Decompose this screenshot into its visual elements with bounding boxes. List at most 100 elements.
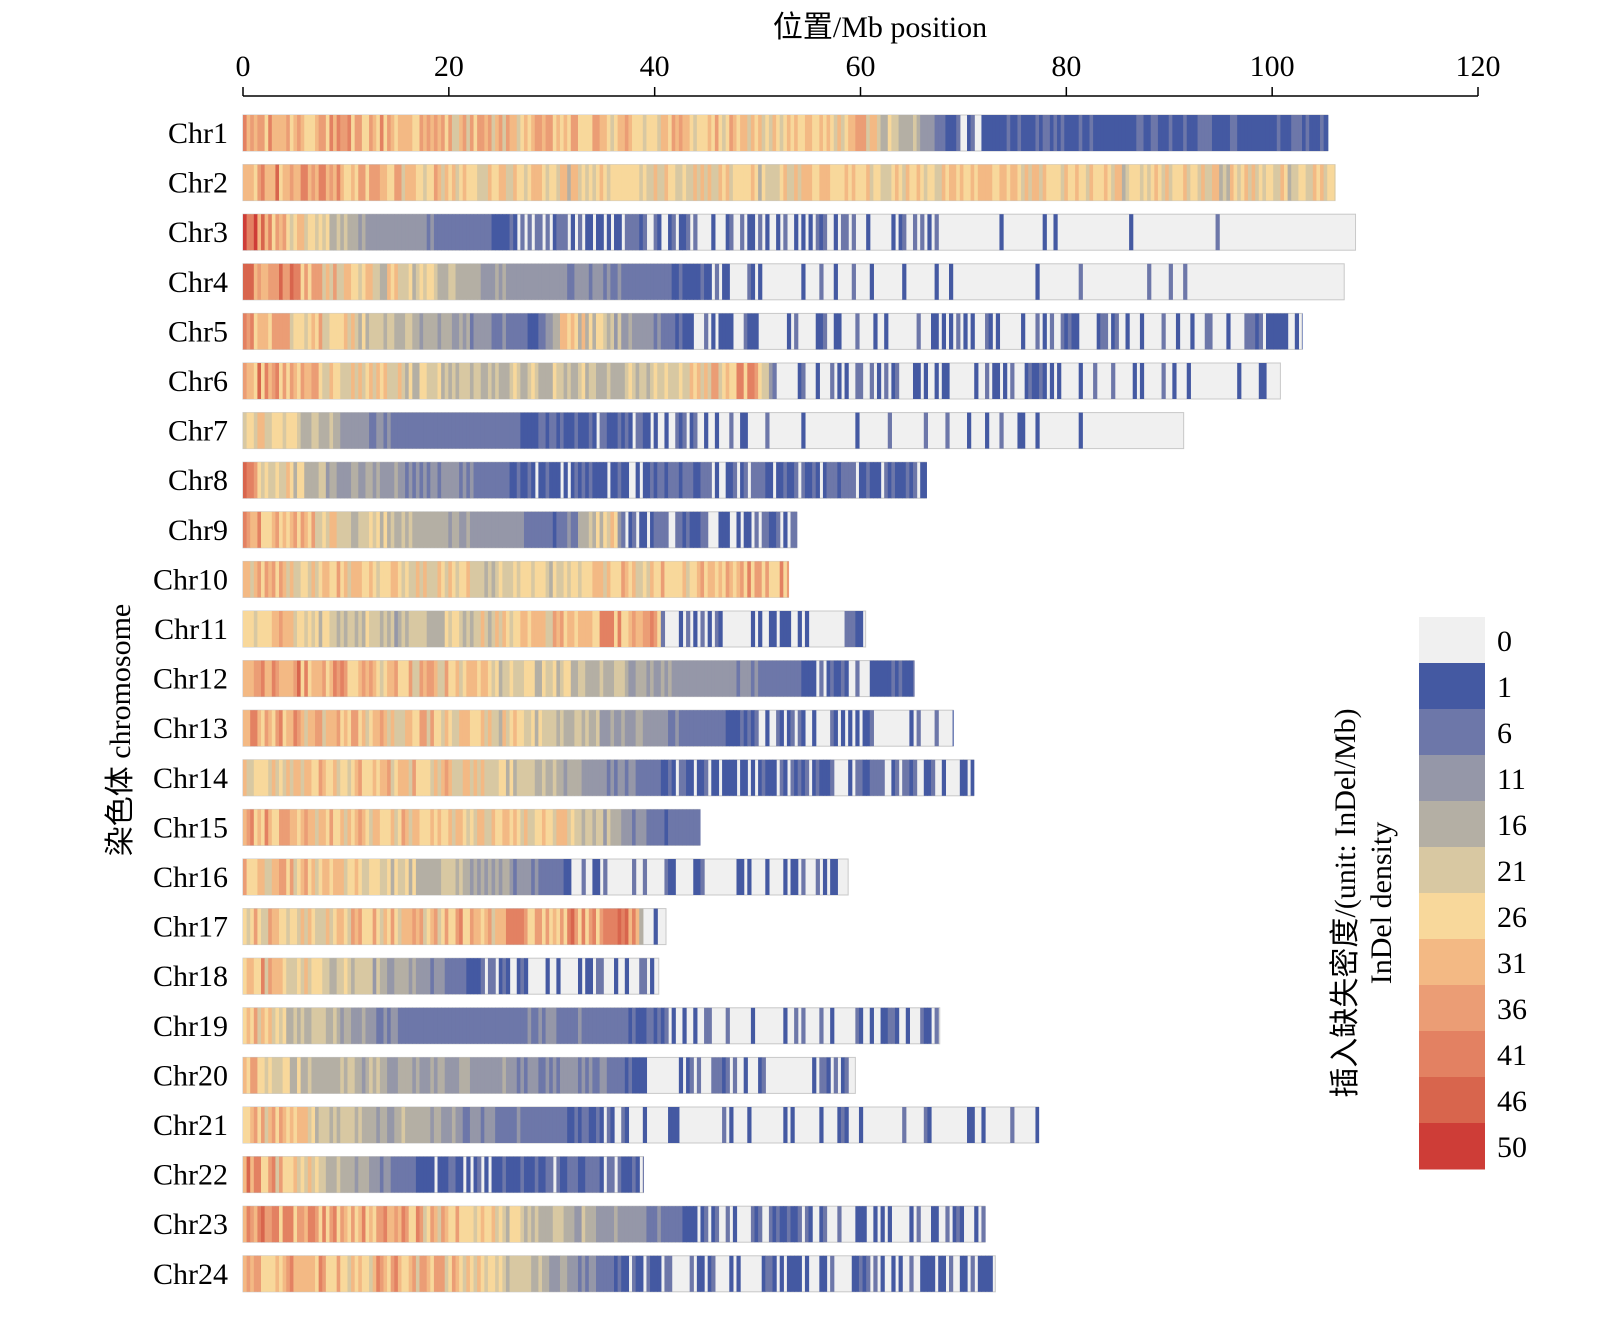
density-bin [361,958,367,995]
density-bin [322,263,327,300]
density-bin [585,263,590,300]
density-bin [1035,412,1040,449]
density-bin [1057,363,1062,399]
density-bin [581,660,586,697]
density-bin [376,1007,381,1044]
density-bin [891,115,896,151]
density-bin [765,511,770,548]
density-bin [1312,164,1318,201]
density-bin [340,1206,345,1243]
chromosome-row: Chr3 [168,213,1357,251]
density-bin [419,1107,424,1143]
density-bin [570,908,575,945]
density-bin [974,164,979,201]
density-bin [408,412,413,449]
density-bin [621,462,626,499]
density-bin [257,511,262,548]
density-bin [577,809,583,846]
density-bin [246,660,251,697]
density-bin [480,214,485,251]
density-bin [495,363,500,399]
density-bin [567,859,572,895]
density-bin [592,1057,597,1094]
density-bin [444,710,449,747]
density-bin [682,164,687,201]
density-bin [264,164,269,201]
density-bin [527,511,532,548]
chromosome-row: Chr8 [168,461,927,499]
density-bin [686,115,691,151]
density-bin [387,759,392,796]
density-bin [570,313,575,350]
density-bin [657,164,662,201]
density-bin [444,1156,449,1193]
density-bin [351,809,356,846]
density-bin [567,1057,572,1094]
density-bin [714,710,720,747]
density-bin [650,710,655,747]
density-bin [477,611,482,647]
density-bin [585,710,590,747]
density-bin [675,313,680,350]
density-bin [351,164,356,201]
density-bin [451,412,457,449]
density-bin [523,660,529,697]
density-bin [858,611,864,647]
density-bin [855,660,860,697]
density-bin [401,313,406,350]
density-bin [585,660,590,697]
density-bin [459,1156,464,1193]
density-bin [1136,164,1141,201]
density-bin [614,660,619,697]
density-bin [408,1206,413,1243]
density-bin [671,859,676,895]
density-bin [455,1007,460,1044]
density-bin [322,1057,327,1094]
density-bin [329,115,334,151]
density-bin [451,462,457,499]
density-bin [527,611,532,647]
density-bin [1107,164,1112,201]
density-bin [318,164,323,201]
density-bin [261,214,266,251]
density-bin [336,263,341,300]
density-bin [505,1007,511,1044]
density-bin [351,1206,356,1243]
density-bin [246,1007,251,1044]
density-bin [426,462,431,499]
density-bin [628,214,633,251]
density-bin [264,908,269,945]
density-bin [570,1206,575,1243]
density-bin [783,164,788,201]
density-bin [390,660,395,697]
density-bin [415,412,421,449]
density-bin [513,710,518,747]
density-bin [930,1255,936,1292]
density-bin [343,1206,349,1243]
density-bin [257,1057,262,1094]
density-bin [477,859,482,895]
density-bin [484,1007,489,1044]
density-bin [423,214,428,251]
density-bin [477,759,482,796]
density-bin [632,809,637,846]
density-bin [369,363,374,399]
density-bin [527,660,532,697]
density-bin [574,164,579,201]
density-bin [397,611,403,647]
density-bin [610,1107,615,1143]
density-bin [523,1007,529,1044]
density-bin [545,115,550,151]
density-bin [275,363,280,399]
density-bin [315,561,320,598]
density-bin [941,313,947,350]
density-bin [722,710,727,747]
density-bin [264,363,269,399]
density-bin [253,710,259,747]
density-bin [592,561,597,598]
density-bin [473,809,478,846]
density-bin [379,1107,385,1143]
density-bin [628,1007,633,1044]
density-bin [433,859,439,895]
density-bin [949,313,954,350]
